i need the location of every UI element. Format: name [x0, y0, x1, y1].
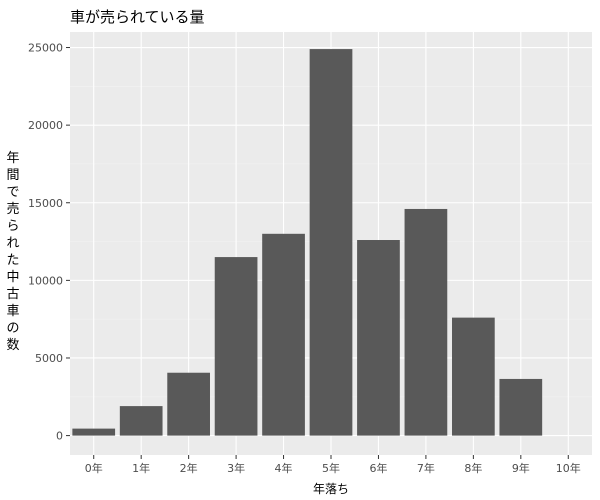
x-tick-label: 2年	[180, 461, 198, 475]
x-axis-label: 年落ち	[312, 482, 349, 496]
x-axis-ticks: 0年 1年 2年 3年 4年 5年 6年 7年 8年 9年 10年	[85, 455, 581, 475]
y-axis-ticks: 0 5000 10000 15000 20000 25000	[28, 42, 70, 443]
x-tick-label: 0年	[85, 461, 103, 475]
y-tick-label: 15000	[28, 197, 63, 210]
bars	[72, 49, 543, 436]
x-tick-label: 1年	[132, 461, 150, 475]
bar	[262, 233, 305, 436]
y-axis-label: 年間で売られた中古車の数	[6, 151, 20, 353]
bar	[404, 208, 448, 436]
bar	[499, 378, 543, 436]
bar	[309, 49, 353, 436]
bar	[119, 406, 163, 436]
x-tick-label: 4年	[275, 461, 293, 475]
bar	[72, 428, 116, 436]
x-tick-label: 8年	[464, 461, 482, 475]
bar	[214, 257, 258, 436]
x-tick-label: 3年	[227, 461, 245, 475]
y-tick-label: 5000	[35, 352, 63, 365]
y-tick-label: 20000	[28, 119, 63, 132]
x-tick-label: 9年	[512, 461, 530, 475]
y-tick-label: 0	[56, 430, 63, 443]
y-tick-label: 25000	[28, 42, 63, 55]
bar	[167, 372, 210, 436]
x-tick-label: 5年	[322, 461, 340, 475]
bar	[357, 240, 400, 436]
bar	[452, 317, 495, 436]
x-tick-label: 6年	[369, 461, 387, 475]
chart-title: 車が売られている量	[70, 8, 205, 26]
x-tick-label: 7年	[417, 461, 435, 475]
y-tick-label: 10000	[28, 274, 63, 287]
x-tick-label: 10年	[556, 461, 581, 475]
